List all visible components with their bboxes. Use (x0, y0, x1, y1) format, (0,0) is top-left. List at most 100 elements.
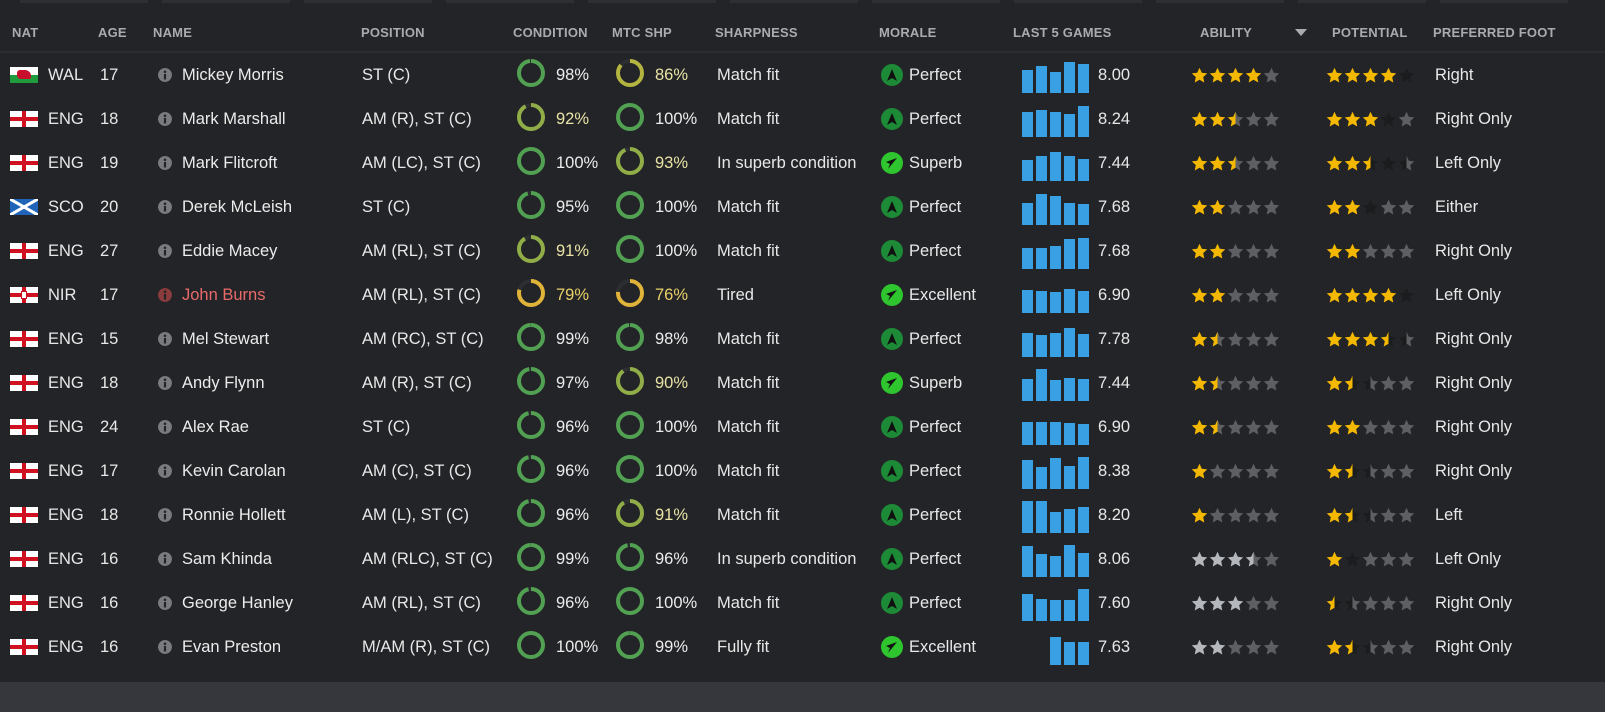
player-row[interactable]: ENG 18 Ronnie Hollett AM (L), ST (C) 96%… (0, 493, 1605, 537)
morale-arrow-icon (881, 372, 903, 394)
star-icon (1227, 551, 1244, 566)
info-icon[interactable] (158, 288, 172, 302)
info-icon[interactable] (158, 112, 172, 126)
match-sharpness-ring-icon (615, 410, 645, 445)
player-row[interactable]: ENG 18 Mark Marshall AM (R), ST (C) 92% … (0, 97, 1605, 141)
rating-bar (1022, 501, 1033, 533)
age: 17 (100, 65, 119, 84)
player-name[interactable]: Evan Preston (182, 637, 282, 656)
ability-stars (1191, 639, 1280, 656)
player-row[interactable]: SCO 20 Derek McLeish ST (C) 95% 100% Mat… (0, 185, 1605, 229)
info-icon[interactable] (158, 596, 172, 610)
info-icon[interactable] (158, 156, 172, 170)
condition-value: 100% (556, 637, 599, 656)
header-last-5-games[interactable]: LAST 5 GAMES (1013, 25, 1112, 40)
player-name[interactable]: Kevin Carolan (182, 461, 286, 480)
player-row[interactable]: ENG 27 Eddie Macey AM (RL), ST (C) 91% 1… (0, 229, 1605, 273)
player-name[interactable]: Alex Rae (182, 417, 249, 436)
potential-stars (1326, 67, 1415, 84)
star-icon (1245, 67, 1262, 82)
star-icon (1263, 463, 1280, 478)
match-sharpness-ring-icon (615, 58, 645, 93)
player-name[interactable]: Sam Khinda (182, 549, 272, 568)
star-icon (1362, 67, 1379, 82)
player-row[interactable]: ENG 15 Mel Stewart AM (RC), ST (C) 99% 9… (0, 317, 1605, 361)
player-name[interactable]: Mark Flitcroft (182, 153, 278, 172)
player-row[interactable]: ENG 16 Evan Preston M/AM (R), ST (C) 100… (0, 625, 1605, 669)
player-name[interactable]: Mel Stewart (182, 329, 270, 348)
header-nat[interactable]: NAT (12, 25, 39, 40)
info-icon[interactable] (158, 376, 172, 390)
player-row[interactable]: NIR 17 John Burns AM (RL), ST (C) 79% 76… (0, 273, 1605, 317)
star-icon (1245, 287, 1262, 302)
morale: Perfect (909, 549, 962, 568)
info-icon[interactable] (158, 464, 172, 478)
player-name[interactable]: Eddie Macey (182, 241, 278, 260)
player-name[interactable]: Mickey Morris (182, 65, 284, 84)
player-row[interactable]: ENG 24 Alex Rae ST (C) 96% 100% Match fi… (0, 405, 1605, 449)
rating-bar (1078, 507, 1089, 533)
info-icon[interactable] (158, 200, 172, 214)
star-icon (1191, 111, 1208, 126)
info-icon[interactable] (158, 420, 172, 434)
header-position[interactable]: POSITION (361, 25, 425, 40)
star-icon (1362, 111, 1379, 126)
rating-bar (1078, 379, 1089, 401)
header-potential[interactable]: POTENTIAL (1332, 25, 1408, 40)
rating-bar (1036, 66, 1047, 93)
star-icon (1227, 595, 1244, 610)
player-row[interactable]: ENG 19 Mark Flitcroft AM (LC), ST (C) 10… (0, 141, 1605, 185)
header-preferred-foot[interactable]: PREFERRED FOOT (1433, 25, 1556, 40)
header-ability[interactable]: ABILITY (1200, 25, 1252, 40)
player-name[interactable]: Mark Marshall (182, 109, 286, 128)
player-row[interactable]: ENG 16 George Hanley AM (RL), ST (C) 96%… (0, 581, 1605, 625)
flag-icon-eng (10, 463, 38, 479)
rating-bar (1022, 203, 1033, 225)
player-name[interactable]: Derek McLeish (182, 197, 293, 216)
player-name[interactable]: John Burns (182, 285, 266, 304)
star-icon (1245, 155, 1262, 170)
header-age[interactable]: AGE (98, 25, 127, 40)
star-icon (1344, 507, 1361, 522)
header-condition[interactable]: CONDITION (513, 25, 588, 40)
star-icon (1191, 243, 1208, 258)
info-icon[interactable] (158, 244, 172, 258)
info-icon[interactable] (158, 552, 172, 566)
star-icon (1209, 67, 1226, 82)
star-icon (1362, 243, 1379, 258)
info-icon[interactable] (158, 640, 172, 654)
player-row[interactable]: ENG 16 Sam Khinda AM (RLC), ST (C) 99% 9… (0, 537, 1605, 581)
header-sharpness[interactable]: SHARPNESS (715, 25, 798, 40)
sharpness: Match fit (717, 197, 780, 216)
rating-bar (1022, 111, 1033, 137)
age: 20 (100, 197, 119, 216)
star-icon (1209, 595, 1226, 610)
info-icon[interactable] (158, 508, 172, 522)
player-name[interactable]: George Hanley (182, 593, 293, 612)
average-rating: 8.20 (1098, 505, 1131, 524)
info-icon[interactable] (158, 68, 172, 82)
header-mtc-shp[interactable]: MTC SHP (612, 25, 672, 40)
morale-arrow-icon (881, 416, 903, 438)
nationality: ENG (48, 329, 84, 348)
player-row[interactable]: ENG 17 Kevin Carolan AM (C), ST (C) 96% … (0, 449, 1605, 493)
info-icon[interactable] (158, 332, 172, 346)
sort-down-icon[interactable] (1295, 29, 1307, 36)
rating-bar (1064, 378, 1075, 401)
header-name[interactable]: NAME (153, 25, 193, 40)
header-morale[interactable]: MORALE (879, 25, 937, 40)
match-sharpness-value: 86% (655, 65, 689, 84)
player-name[interactable]: Andy Flynn (182, 373, 265, 392)
sharpness: Match fit (717, 241, 780, 260)
star-icon (1326, 419, 1343, 434)
star-icon (1209, 507, 1226, 522)
condition-ring-icon (516, 498, 546, 533)
morale-arrow-icon (881, 328, 903, 350)
player-row[interactable]: WAL 17 Mickey Morris ST (C) 98% 86% Matc… (0, 53, 1605, 97)
player-row[interactable]: ENG 18 Andy Flynn AM (R), ST (C) 97% 90%… (0, 361, 1605, 405)
player-name[interactable]: Ronnie Hollett (182, 505, 286, 524)
condition-value: 95% (556, 197, 590, 216)
rating-bar (1050, 72, 1061, 93)
rating-bar (1078, 333, 1089, 357)
rating-bar (1078, 64, 1089, 93)
